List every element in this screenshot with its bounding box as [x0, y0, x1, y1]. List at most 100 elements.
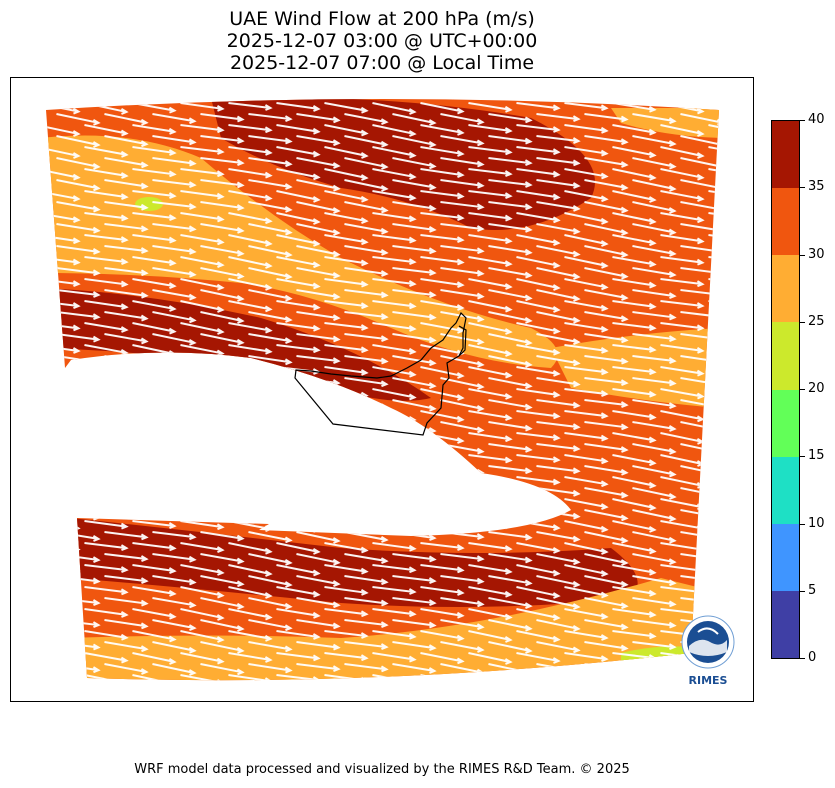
- wind-streak: [372, 168, 417, 180]
- wind-streak: [180, 190, 225, 200]
- wind-streak: [564, 608, 609, 620]
- wind-streak: [708, 454, 719, 467]
- wind-streak: [632, 113, 677, 125]
- wind-streak: [728, 268, 754, 275]
- wind-streak: [584, 421, 629, 431]
- wind-streak: [372, 608, 417, 618]
- wind-streak: [516, 124, 561, 133]
- wind-streak: [584, 201, 629, 214]
- wind-streak: [248, 355, 293, 366]
- wind-streak: [584, 245, 629, 258]
- wind-streak: [276, 432, 321, 443]
- wind-streak: [372, 388, 417, 401]
- wind-streak: [488, 443, 533, 453]
- wind-streak: [180, 674, 225, 681]
- wind-streak: [564, 542, 609, 555]
- wind-streak: [584, 113, 629, 123]
- wind-streak: [468, 476, 513, 485]
- wind-streak: [392, 686, 434, 696]
- wind-streak: [344, 355, 389, 365]
- wind-streak: [56, 135, 101, 148]
- wind-streak: [152, 113, 197, 125]
- wind-streak: [152, 663, 197, 676]
- wind-streak: [468, 234, 513, 245]
- wind-streak: [564, 124, 609, 134]
- wind-streak: [276, 498, 321, 511]
- wind-streak: [708, 432, 719, 445]
- wind-streak: [276, 697, 318, 702]
- wind-streak: [488, 223, 533, 233]
- wind-streak: [536, 641, 581, 654]
- wind-streak: [84, 652, 129, 664]
- wind-streak: [104, 421, 149, 434]
- wind-streak: [612, 697, 654, 702]
- wind-streak: [344, 421, 389, 433]
- wind-streak: [584, 487, 629, 499]
- wind-streak: [392, 377, 437, 389]
- wind-streak: [612, 190, 657, 203]
- wind-streak: [392, 553, 437, 563]
- wind-streak: [180, 542, 225, 553]
- wind-streak: [612, 542, 657, 555]
- wind-streak: [180, 630, 225, 643]
- wind-streak: [392, 641, 437, 652]
- wind-streak: [516, 542, 561, 554]
- wind-streak: [84, 564, 129, 573]
- colorbar-segment: [772, 590, 799, 658]
- wind-streak: [488, 245, 533, 256]
- wind-streak: [536, 157, 581, 167]
- wind-streak: [468, 586, 513, 598]
- wind-streak: [248, 509, 293, 521]
- wind-streak: [536, 487, 581, 497]
- wind-streak: [632, 135, 677, 147]
- wind-streak: [200, 686, 242, 696]
- wind-streak: [276, 102, 321, 112]
- wind-streak: [104, 245, 149, 254]
- wind-streak: [84, 498, 129, 509]
- colorbar-tick: [800, 590, 805, 592]
- wind-streak: [180, 564, 225, 576]
- wind-streak: [536, 113, 581, 123]
- wind-streak: [440, 333, 485, 346]
- wind-streak: [84, 542, 129, 552]
- wind-streak: [468, 498, 513, 507]
- wind-streak: [536, 267, 581, 280]
- wind-streak: [104, 686, 146, 697]
- wind-streak: [200, 531, 245, 542]
- wind-streak: [200, 597, 245, 610]
- wind-streak: [46, 432, 81, 445]
- wind-streak: [132, 674, 177, 681]
- wind-streak: [536, 421, 581, 431]
- wind-streak: [632, 641, 677, 651]
- wind-streak: [248, 487, 293, 498]
- wind-streak: [296, 487, 341, 500]
- wind-streak: [56, 289, 101, 298]
- wind-streak: [372, 124, 417, 137]
- wind-streak: [516, 410, 561, 420]
- wind-streak: [228, 432, 273, 442]
- wind-streak: [344, 575, 389, 586]
- wind-streak: [180, 256, 225, 269]
- wind-streak: [228, 564, 273, 577]
- wind-streak: [84, 586, 129, 596]
- colorbar-tick-label: 40: [808, 112, 825, 127]
- wind-streak: [516, 630, 561, 643]
- wind-streak: [372, 344, 417, 355]
- map-frame[interactable]: [10, 77, 754, 702]
- wind-streak: [132, 168, 177, 178]
- wind-streak: [584, 597, 629, 610]
- wind-streak: [392, 597, 437, 606]
- wind-streak: [440, 135, 485, 147]
- wind-streak: [180, 278, 225, 291]
- wind-streak: [84, 190, 129, 201]
- wind-streak: [488, 465, 533, 475]
- wind-streak: [200, 311, 245, 324]
- wind-streak: [536, 333, 581, 346]
- wind-streak: [516, 366, 561, 377]
- wind-streak: [488, 421, 533, 432]
- wind-streak: [180, 124, 225, 134]
- wind-streak: [132, 586, 177, 597]
- wind-streak: [372, 432, 417, 445]
- wind-streak: [228, 652, 273, 663]
- wind-streak: [296, 311, 341, 322]
